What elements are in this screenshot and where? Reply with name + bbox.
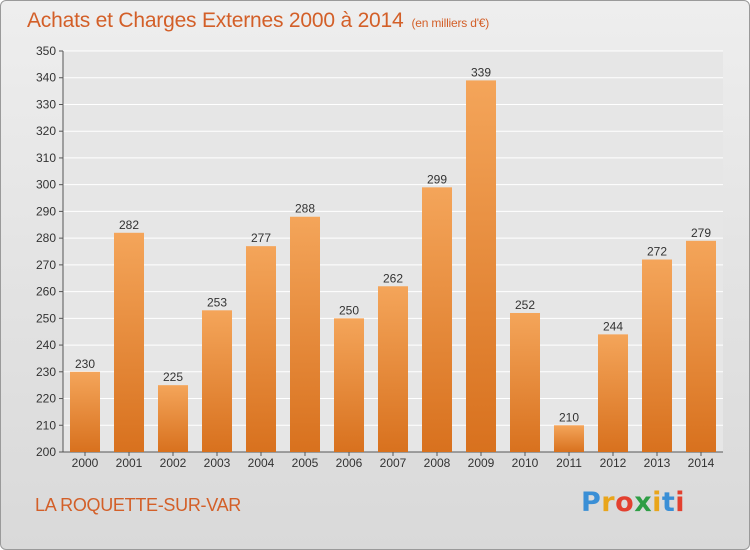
x-tick-label: 2006 <box>336 456 363 470</box>
bar-2003 <box>202 310 232 452</box>
x-tick-label: 2010 <box>512 456 539 470</box>
data-label: 210 <box>559 410 579 424</box>
x-tick-label: 2005 <box>292 456 319 470</box>
logo-letter: x <box>634 487 653 518</box>
x-tick-label: 2007 <box>380 456 407 470</box>
y-tick-label: 310 <box>36 151 56 165</box>
x-tick-label: 2000 <box>72 456 99 470</box>
logo-letter: o <box>615 487 635 518</box>
bar-2013 <box>642 259 672 452</box>
logo-letter: r <box>601 487 616 518</box>
bar-2004 <box>246 246 276 452</box>
proxiti-logo: Proxiti <box>581 487 685 518</box>
x-tick-label: 2008 <box>424 456 451 470</box>
data-label: 282 <box>119 218 139 232</box>
chart-subtitle: (en milliers d'€) <box>411 16 490 30</box>
bar-2006 <box>334 318 364 452</box>
y-tick-label: 340 <box>36 71 56 85</box>
y-tick-label: 260 <box>36 285 56 299</box>
x-tick-label: 2011 <box>556 456 582 470</box>
x-tick-label: 2014 <box>688 456 715 470</box>
y-tick-label: 280 <box>36 231 56 245</box>
data-label: 262 <box>383 271 403 285</box>
bar-2007 <box>378 286 408 452</box>
y-tick-label: 320 <box>36 124 56 138</box>
data-label: 225 <box>163 370 183 384</box>
y-tick-label: 330 <box>36 97 56 111</box>
x-tick-label: 2003 <box>204 456 231 470</box>
logo-letter: P <box>581 487 602 518</box>
y-tick-label: 300 <box>36 178 56 192</box>
logo-letter: t <box>661 487 676 518</box>
data-label: 252 <box>515 298 535 312</box>
x-tick-label: 2009 <box>468 456 495 470</box>
data-label: 250 <box>339 303 359 317</box>
bar-2011 <box>554 425 584 452</box>
y-tick-label: 270 <box>36 258 56 272</box>
y-tick-label: 210 <box>36 418 56 432</box>
y-tick-label: 350 <box>36 44 56 58</box>
y-tick-label: 200 <box>36 445 56 459</box>
x-tick-label: 2012 <box>600 456 627 470</box>
bar-2012 <box>598 334 628 452</box>
data-label: 230 <box>75 357 95 371</box>
title-text: Achats et Charges Externes 2000 à 2014 <box>27 9 404 32</box>
chart-title: Achats et Charges Externes 2000 à 2014 (e… <box>27 9 489 33</box>
data-label: 272 <box>647 245 667 259</box>
y-tick-label: 250 <box>36 311 56 325</box>
bar-2010 <box>510 312 540 452</box>
x-tick-label: 2001 <box>116 456 143 470</box>
data-label: 288 <box>295 202 315 216</box>
x-tick-label: 2002 <box>160 456 187 470</box>
bar-2014 <box>686 240 716 452</box>
y-tick-label: 220 <box>36 392 56 406</box>
x-tick-label: 2004 <box>248 456 275 470</box>
bar-2000 <box>70 371 100 452</box>
data-label: 253 <box>207 295 227 309</box>
y-tick-label: 240 <box>36 338 56 352</box>
y-tick-label: 290 <box>36 204 56 218</box>
data-label: 244 <box>603 319 623 333</box>
data-label: 279 <box>691 226 711 240</box>
bar-2002 <box>158 385 188 452</box>
logo-letter: i <box>675 487 686 518</box>
data-label: 299 <box>427 172 447 186</box>
bar-2008 <box>422 187 452 452</box>
bar-2005 <box>290 216 320 452</box>
bar-2009 <box>466 80 496 452</box>
y-tick-label: 230 <box>36 365 56 379</box>
logo-letter: i <box>652 487 662 518</box>
data-label: 339 <box>471 65 491 79</box>
data-label: 277 <box>251 231 271 245</box>
x-tick-label: 2013 <box>644 456 671 470</box>
place-name: LA ROQUETTE-SUR-VAR <box>35 495 241 515</box>
bar-2001 <box>114 232 144 452</box>
